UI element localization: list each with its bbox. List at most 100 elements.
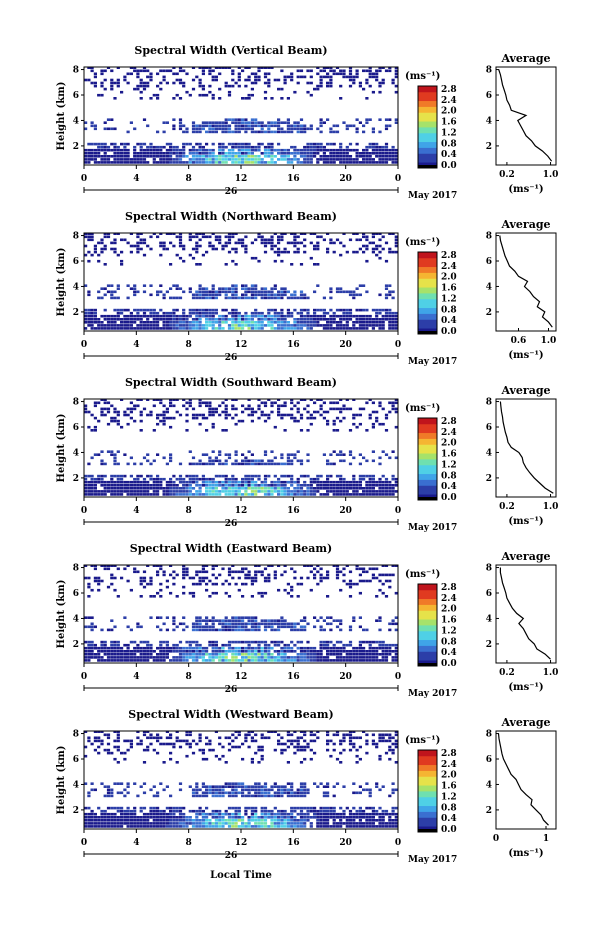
- heatmap-cell: [309, 233, 313, 235]
- heatmap-cell: [103, 480, 107, 484]
- heatmap-cell: [149, 321, 153, 324]
- heatmap-cell: [280, 404, 284, 408]
- heatmap-cell: [267, 130, 271, 134]
- heatmap-cell: [250, 825, 254, 828]
- heatmap-cell: [159, 822, 163, 825]
- heatmap-cell: [237, 733, 241, 737]
- panel-title: Spectral Width (Eastward Beam): [130, 542, 332, 555]
- heatmap-cell: [214, 474, 218, 478]
- heatmap-cell: [348, 72, 353, 76]
- heatmap-cell: [247, 646, 251, 650]
- avg-y-tick-label: 6: [486, 589, 492, 599]
- heatmap-cell: [244, 290, 248, 294]
- heatmap-cell: [172, 493, 176, 496]
- heatmap-cell: [319, 659, 323, 662]
- heatmap-cell: [384, 287, 389, 290]
- heatmap-cell: [283, 493, 287, 496]
- heatmap-cell: [231, 477, 235, 481]
- heatmap-cell: [224, 782, 228, 785]
- heatmap-cell: [329, 650, 333, 653]
- heatmap-cell: [280, 653, 284, 656]
- heatmap-cell: [313, 653, 317, 656]
- heatmap-cell: [368, 158, 372, 161]
- heatmap-cell: [329, 321, 333, 324]
- heatmap-cell: [106, 324, 111, 327]
- heatmap-cell: [227, 484, 232, 487]
- heatmap-cell: [293, 453, 297, 456]
- heatmap-cell: [270, 124, 274, 128]
- heatmap-cell: [113, 782, 117, 785]
- heatmap-cell: [185, 570, 189, 574]
- heatmap-cell: [113, 314, 117, 318]
- heatmap-cell: [139, 490, 143, 493]
- heatmap-cell: [316, 152, 320, 155]
- heatmap-cell: [188, 450, 192, 453]
- heatmap-cell: [156, 161, 160, 164]
- heatmap-cell: [175, 809, 179, 813]
- heatmap-cell: [277, 625, 281, 629]
- heatmap-cell: [172, 327, 176, 330]
- heatmap-cell: [388, 327, 392, 330]
- heatmap-cell: [113, 97, 117, 100]
- heatmap-cell: [299, 148, 304, 152]
- heatmap-cell: [90, 816, 94, 819]
- heatmap-cell: [93, 308, 97, 312]
- heatmap-cell: [378, 619, 382, 622]
- heatmap-cell: [286, 296, 290, 300]
- heatmap-cell: [182, 327, 186, 330]
- heatmap-cell: [133, 480, 137, 484]
- heatmap-cell: [303, 625, 307, 629]
- heatmap-cell: [185, 127, 189, 131]
- heatmap-cell: [290, 474, 294, 478]
- heatmap-cell: [133, 487, 137, 490]
- heatmap-cell: [260, 653, 264, 656]
- heatmap-cell: [316, 321, 320, 324]
- heatmap-cell: [237, 314, 241, 318]
- heatmap-cell: [201, 416, 205, 420]
- heatmap-cell: [218, 742, 222, 746]
- heatmap-cell: [146, 399, 150, 401]
- heatmap-cell: [191, 247, 196, 251]
- heatmap-cell: [384, 490, 389, 493]
- heatmap-cell: [290, 296, 294, 300]
- heatmap-cell: [201, 69, 205, 73]
- heatmap-cell: [87, 794, 91, 798]
- heatmap-cell: [237, 570, 241, 574]
- heatmap-cell: [93, 646, 97, 650]
- heatmap-cell: [250, 311, 254, 315]
- heatmap-cell: [113, 490, 117, 493]
- heatmap-cell: [146, 314, 150, 318]
- heatmap-cell: [270, 653, 274, 656]
- heatmap-cell: [208, 158, 212, 161]
- y-axis-label: Height (km): [56, 414, 67, 483]
- heatmap-cell: [159, 233, 163, 235]
- heatmap-cell: [270, 565, 274, 567]
- heatmap-cell: [214, 785, 218, 788]
- heatmap-cell: [110, 241, 114, 245]
- heatmap-cell: [339, 450, 343, 453]
- heatmap-cell: [247, 487, 251, 490]
- heatmap-cell: [316, 656, 320, 659]
- heatmap-cell: [146, 640, 150, 644]
- heatmap-cell: [195, 640, 199, 644]
- heatmap-cell: [126, 72, 130, 76]
- heatmap-cell: [205, 158, 209, 161]
- heatmap-cell: [129, 72, 133, 76]
- heatmap-cell: [296, 127, 300, 131]
- heatmap-cell: [149, 97, 153, 100]
- colorbar-segment: [418, 141, 437, 145]
- heatmap-cell: [296, 640, 300, 644]
- heatmap-cell: [93, 822, 97, 825]
- heatmap-cell: [165, 646, 169, 650]
- heatmap-cell: [335, 124, 340, 128]
- heatmap-cell: [250, 646, 254, 650]
- heatmap-cell: [342, 579, 346, 583]
- heatmap-cell: [267, 619, 271, 622]
- heatmap-cell: [208, 72, 212, 76]
- heatmap-cell: [188, 311, 192, 315]
- heatmap-cell: [191, 653, 196, 656]
- heatmap-cell: [345, 145, 349, 149]
- heatmap-cell: [142, 825, 147, 828]
- heatmap-cell: [100, 314, 104, 318]
- colorbar-zero-band: [418, 497, 437, 500]
